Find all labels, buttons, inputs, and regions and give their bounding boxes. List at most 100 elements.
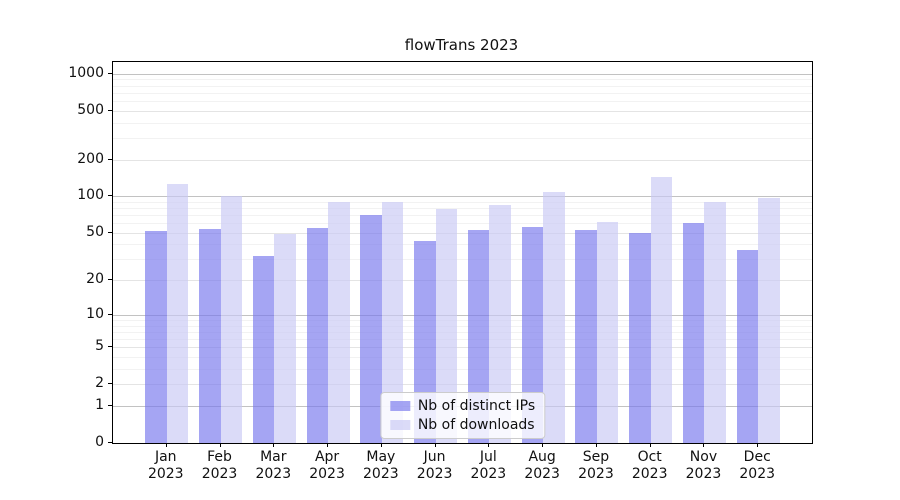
major-gridline <box>113 159 812 161</box>
y-tick-mark <box>108 72 112 74</box>
minor-gridline <box>113 259 812 261</box>
x-tick-month: Sep <box>582 449 610 465</box>
bar-downloads-sep <box>596 221 619 443</box>
minor-gridline <box>113 244 812 246</box>
bar-downloads-jan <box>166 184 189 443</box>
minor-gridline <box>113 319 812 321</box>
bar-distinct-ips-sep <box>575 229 597 443</box>
bar-downloads-dec <box>758 198 780 443</box>
x-tick-year: 2023 <box>524 466 560 482</box>
major-gridline <box>113 232 812 234</box>
bar-distinct-ips-apr <box>306 227 329 443</box>
x-tick-mark <box>595 443 597 447</box>
y-tick-label: 10 <box>86 305 104 322</box>
bar-distinct-ips-jul <box>467 229 490 443</box>
y-tick-mark <box>108 231 112 233</box>
chart-title: flowTrans 2023 <box>404 36 519 54</box>
x-tick-year: 2023 <box>578 466 614 482</box>
y-tick-label: 1000 <box>68 64 104 81</box>
bar-distinct-ips-jan <box>145 230 167 443</box>
minor-gridline <box>113 356 812 358</box>
bar-downloads-jun <box>435 209 458 443</box>
bar-downloads-mar <box>274 233 296 443</box>
x-tick-month: Dec <box>743 449 771 465</box>
x-tick-label-jul: Jul 2023 <box>456 449 520 483</box>
minor-gridline <box>113 331 812 333</box>
y-tick-label: 100 <box>77 187 104 204</box>
bar-distinct-ips-nov <box>682 223 705 443</box>
x-tick-year: 2023 <box>685 466 722 482</box>
y-tick-label: 50 <box>86 223 104 240</box>
minor-gridline <box>113 85 812 87</box>
x-tick-month: Oct <box>637 449 662 465</box>
minor-gridline <box>113 215 812 217</box>
y-tick-label: 1 <box>95 396 104 413</box>
x-tick-mark <box>488 443 490 447</box>
y-tick-mark <box>108 404 112 406</box>
x-tick-month: Apr <box>314 449 340 465</box>
y-tick-label: 500 <box>77 101 104 118</box>
x-tick-year: 2023 <box>739 466 776 482</box>
major-gridline <box>113 314 812 316</box>
minor-gridline <box>113 92 812 94</box>
minor-gridline <box>113 338 812 340</box>
legend-label-distinct-ips: Nb of distinct IPs <box>417 398 536 414</box>
x-tick-mark <box>649 443 651 447</box>
y-tick-mark <box>108 279 112 281</box>
legend-swatch-downloads <box>389 420 410 430</box>
x-tick-label-sep: Sep 2023 <box>564 449 628 483</box>
minor-gridline <box>113 79 812 81</box>
minor-gridline <box>113 201 812 203</box>
legend-label-downloads: Nb of downloads <box>417 417 535 433</box>
x-tick-mark <box>434 443 436 447</box>
major-gridline <box>113 384 812 386</box>
y-tick-mark <box>108 442 112 443</box>
y-tick-label: 0 <box>95 434 104 450</box>
x-tick-mark <box>219 443 221 447</box>
y-tick-mark <box>108 346 112 348</box>
x-tick-mark <box>327 443 329 447</box>
major-gridline <box>113 280 812 282</box>
bar-downloads-jul <box>489 204 511 443</box>
minor-gridline <box>113 208 812 210</box>
y-tick-mark <box>108 109 112 111</box>
x-tick-label-jun: Jun 2023 <box>403 449 467 483</box>
plot-area: Nb of distinct IPs Nb of downloads <box>112 61 813 444</box>
x-tick-month: Jul <box>479 449 497 465</box>
bar-distinct-ips-aug <box>521 226 544 443</box>
bar-downloads-aug <box>543 192 565 443</box>
y-tick-mark <box>108 158 112 160</box>
x-tick-label-feb: Feb 2023 <box>188 449 252 483</box>
y-tick-mark <box>108 383 112 385</box>
y-tick-label: 20 <box>86 271 104 288</box>
x-tick-label-may: May 2023 <box>349 449 413 483</box>
x-tick-mark <box>165 443 167 447</box>
major-gridline <box>113 347 812 349</box>
y-tick-mark <box>108 313 112 315</box>
minor-gridline <box>113 100 812 102</box>
bar-distinct-ips-mar <box>252 256 275 443</box>
bar-downloads-may <box>381 202 404 443</box>
x-tick-month: Nov <box>689 449 718 465</box>
x-tick-year: 2023 <box>309 466 345 482</box>
legend-entry-downloads: Nb of downloads <box>389 417 535 433</box>
bar-distinct-ips-may <box>360 215 382 443</box>
x-tick-label-nov: Nov 2023 <box>671 449 735 483</box>
x-tick-year: 2023 <box>363 466 399 482</box>
x-tick-year: 2023 <box>631 466 668 482</box>
legend-swatch-distinct-ips <box>389 401 410 411</box>
x-tick-mark <box>757 443 759 447</box>
minor-gridline <box>113 137 812 139</box>
x-tick-month: Jan <box>154 449 177 465</box>
y-tick-mark <box>108 195 112 197</box>
x-tick-label-dec: Dec 2023 <box>725 449 789 483</box>
major-gridline <box>113 110 812 112</box>
y-tick-label: 200 <box>77 150 104 167</box>
minor-gridline <box>113 325 812 327</box>
x-tick-label-oct: Oct 2023 <box>618 449 682 483</box>
x-tick-year: 2023 <box>255 466 292 482</box>
x-tick-mark <box>380 443 382 447</box>
minor-gridline <box>113 368 812 370</box>
bar-distinct-ips-dec <box>736 249 759 443</box>
